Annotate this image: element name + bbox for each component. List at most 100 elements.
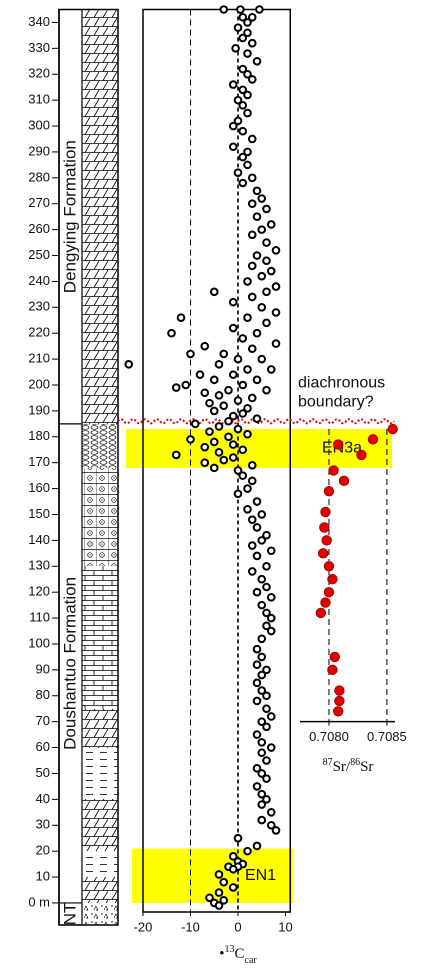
y-tick-label: 170 <box>28 454 50 469</box>
carbon-point <box>233 489 243 499</box>
carbon-point <box>247 173 257 183</box>
carbon-point <box>238 12 248 22</box>
y-tick-label: 260 <box>28 221 50 236</box>
carbon-point <box>224 416 233 426</box>
carbon-point <box>219 5 229 14</box>
carbon-point <box>257 600 267 610</box>
y-tick-label: 180 <box>28 428 50 443</box>
carbon-point <box>243 49 252 58</box>
carbon-point <box>257 738 267 747</box>
carbon-point <box>257 574 267 584</box>
limestone <box>82 566 118 709</box>
x-axis-title: •13Ccar <box>219 944 257 966</box>
strontium-point <box>320 597 331 608</box>
carbon-point <box>247 292 257 302</box>
carbon-point <box>247 38 257 48</box>
carbon-point <box>243 846 252 856</box>
y-tick-label: 190 <box>28 402 50 417</box>
carbon-point <box>209 406 219 416</box>
strontium-point <box>327 664 338 676</box>
formation-name: Dengying Formation <box>60 140 79 293</box>
carbon-point <box>257 717 267 726</box>
carbon-point <box>266 626 276 636</box>
y-tick-label: 320 <box>28 66 50 81</box>
carbon-point <box>252 678 262 688</box>
y-tick-label: 90 <box>36 661 50 676</box>
strontium-point <box>319 522 330 533</box>
y-tick-label: 310 <box>28 92 50 107</box>
y-tick-label: 10 <box>36 868 50 883</box>
carbon-point <box>236 5 245 14</box>
carbon-point <box>247 230 257 240</box>
y-tick-label: 130 <box>28 558 50 573</box>
dolostone <box>82 799 118 851</box>
carbon-point <box>252 841 262 851</box>
carbon-point <box>271 246 281 255</box>
carbon-point <box>219 455 229 465</box>
carbon-point <box>252 251 262 260</box>
carbon-point <box>205 398 214 408</box>
carbon-point <box>247 460 257 470</box>
carbon-point <box>186 435 195 444</box>
carbon-point <box>205 427 214 436</box>
carbon-point <box>252 782 262 791</box>
x-title-sup: 87 <box>323 757 333 768</box>
carbon-point <box>252 551 262 561</box>
carbon-point <box>266 220 276 229</box>
carbon-point <box>200 442 210 452</box>
y-tick-label: 250 <box>28 247 50 262</box>
carbon-point <box>124 359 134 369</box>
y-tick-label: 150 <box>28 506 50 521</box>
strontium-point <box>333 706 344 717</box>
carbon-point <box>262 621 271 631</box>
carbon-point <box>243 277 252 286</box>
strontium-point <box>334 695 345 707</box>
y-tick-label: 40 <box>36 791 50 806</box>
carbon-point <box>271 339 281 348</box>
carbon-point <box>257 815 267 825</box>
carbon-point <box>247 476 257 486</box>
carbon-point <box>224 385 233 395</box>
carbon-point <box>238 178 248 188</box>
carbon-point <box>262 238 271 247</box>
carbon-point <box>243 429 252 439</box>
carbon-point <box>243 18 252 27</box>
strontium-point <box>320 506 331 518</box>
carbon-point <box>257 225 267 234</box>
carbon-point <box>266 613 276 623</box>
x-title-base: Sr/ <box>333 759 351 775</box>
strontium-point <box>321 535 332 546</box>
event-band <box>132 848 293 903</box>
panel-frame <box>142 8 291 913</box>
carbon-point <box>247 75 257 84</box>
carbon-point <box>209 287 219 297</box>
boundary-label: boundary? <box>298 393 374 410</box>
carbon-point <box>257 789 267 799</box>
strontium-point <box>323 561 335 572</box>
carbon-point <box>214 391 224 400</box>
carbon-point <box>262 665 271 675</box>
carbon-point <box>252 212 262 221</box>
y-tick-label: 280 <box>28 169 50 184</box>
carbon-point <box>257 354 267 364</box>
carbon-point <box>228 864 238 874</box>
strontium-point <box>338 475 350 487</box>
nt-bed <box>82 903 118 925</box>
carbon-point <box>228 323 238 333</box>
strontium-point <box>323 485 335 497</box>
phosphatic-bed <box>82 468 118 566</box>
carbon-point <box>167 328 176 338</box>
carbon-point <box>176 313 186 322</box>
carbon-point <box>228 883 238 892</box>
carbon-point <box>257 652 267 662</box>
carbon-point <box>243 160 252 170</box>
x-axis-title: 87Sr/86Sr <box>323 757 374 776</box>
carbon-point <box>233 95 243 105</box>
carbon-point <box>238 471 248 480</box>
dolostone <box>82 709 118 748</box>
carbon-point <box>205 893 214 903</box>
carbon-point <box>219 896 229 905</box>
carbon-point <box>252 644 262 654</box>
carbon-point <box>238 64 248 74</box>
